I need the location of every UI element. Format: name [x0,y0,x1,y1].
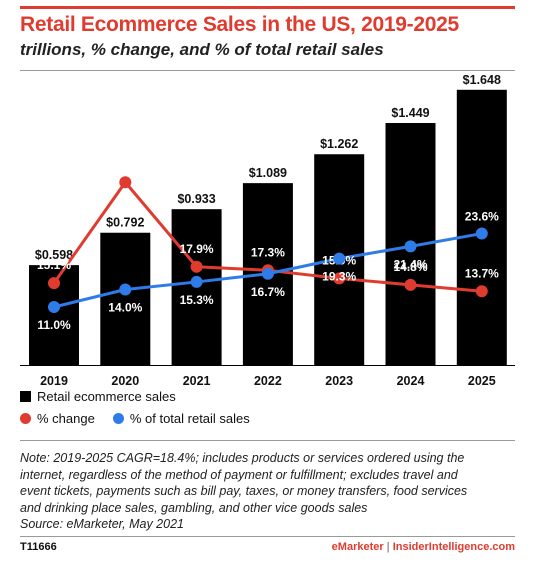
note-line: internet, regardless of the method of pa… [20,467,458,482]
chart-note: Note: 2019-2025 CAGR=18.4%; includes pro… [20,450,520,533]
legend-bars-row: Retail ecommerce sales [20,389,194,404]
pct-total-label: 11.0% [37,318,71,332]
bar [100,232,151,365]
red-dot-icon [20,413,31,424]
header-divider [20,70,515,71]
note-line: and drinking place sales, gambling, and … [20,500,368,515]
bar-swatch-icon [20,391,31,402]
pct-change-label: 17.3% [251,245,285,259]
pct-total-point [190,275,203,288]
note-source: Source: eMarketer, May 2021 [20,517,184,531]
bar-value-label: $1.262 [320,137,358,151]
legend-label-pct-change: % change [37,411,95,426]
pct-total-point [404,240,417,253]
bar-value-label: $1.648 [463,75,501,87]
pct-total-label: 14.0% [108,301,142,315]
x-tick-label: 2023 [325,374,353,385]
bar [456,89,507,365]
footer-divider [20,536,515,537]
x-tick-label: 2025 [468,374,496,385]
pct-total-point [261,267,274,280]
pct-total-label: 15.3% [180,293,214,307]
legend-item-bars: Retail ecommerce sales [20,389,176,404]
pct-change-point [333,272,346,285]
legend-lines-row: % change % of total retail sales [20,411,268,426]
pct-change-point [48,277,60,290]
legend-label-pct-total: % of total retail sales [129,411,250,426]
brand-separator: | [386,541,390,553]
chart-subtitle: trillions, % change, and % of total reta… [20,40,384,59]
note-line: Note: 2019-2025 CAGR=18.4%; includes pro… [20,451,465,465]
x-tick-label: 2021 [183,374,211,385]
blue-dot-icon [112,413,124,424]
brand-footer: eMarketer | InsiderIntelligence.com [332,541,515,553]
legend-item-pct-total: % of total retail sales [112,411,250,426]
pct-total-point [475,227,488,240]
x-tick-label: 2019 [40,374,68,385]
chart-title: Retail Ecommerce Sales in the US, 2019-2… [20,13,459,36]
pct-total-label: 23.6% [465,210,499,224]
pct-change-point [190,260,203,273]
pct-change-point [119,176,132,189]
pct-change-label: 14.8% [393,260,427,274]
bar-value-label: $1.449 [391,106,429,120]
pct-change-label: 32.4% [108,160,142,174]
pct-total-point [333,252,346,265]
legend-item-pct-change: % change [20,411,95,426]
x-tick-label: 2022 [254,374,282,385]
legend-label-bars: Retail ecommerce sales [37,389,176,404]
pct-change-point [404,278,417,291]
chart-code: T11666 [20,541,57,553]
x-tick-label: 2020 [111,374,139,385]
pct-change-point [475,285,488,298]
bar-value-label: $0.598 [35,248,73,262]
brand-emarketer: eMarketer [331,541,384,553]
pct-total-point [48,301,60,313]
ecommerce-chart: $0.598 $0.792 $0.933 $1.089 $1.262 $1.449 $1.6… [20,75,515,385]
pct-change-label: 17.9% [180,242,214,256]
note-line: event tickets, payments such as bill pay… [20,484,468,498]
bar-value-label: $0.792 [106,216,144,230]
pct-total-label: 19.3% [322,270,356,284]
bar-value-label: $1.089 [249,166,287,180]
pct-change-label: 13.7% [465,266,499,280]
pct-total-label: 21.4% [393,257,427,271]
pct-total-point [119,283,132,296]
pct-total-label: 16.7% [251,285,285,299]
x-tick-label: 2024 [397,374,425,385]
note-divider [20,440,515,441]
bar-value-label: $0.933 [177,192,215,206]
brand-insider-intelligence: InsiderIntelligence.com [392,541,515,553]
top-accent-bar [20,6,515,9]
pct-change-label: 15.1% [37,258,71,272]
